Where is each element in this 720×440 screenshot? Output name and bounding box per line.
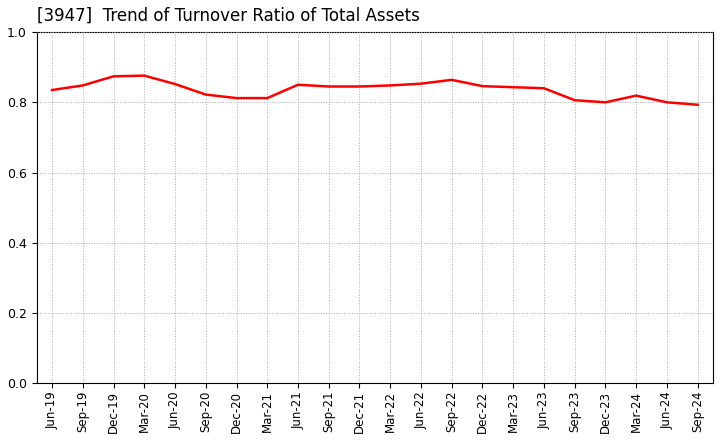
Text: [3947]  Trend of Turnover Ratio of Total Assets: [3947] Trend of Turnover Ratio of Total … bbox=[37, 7, 420, 25]
